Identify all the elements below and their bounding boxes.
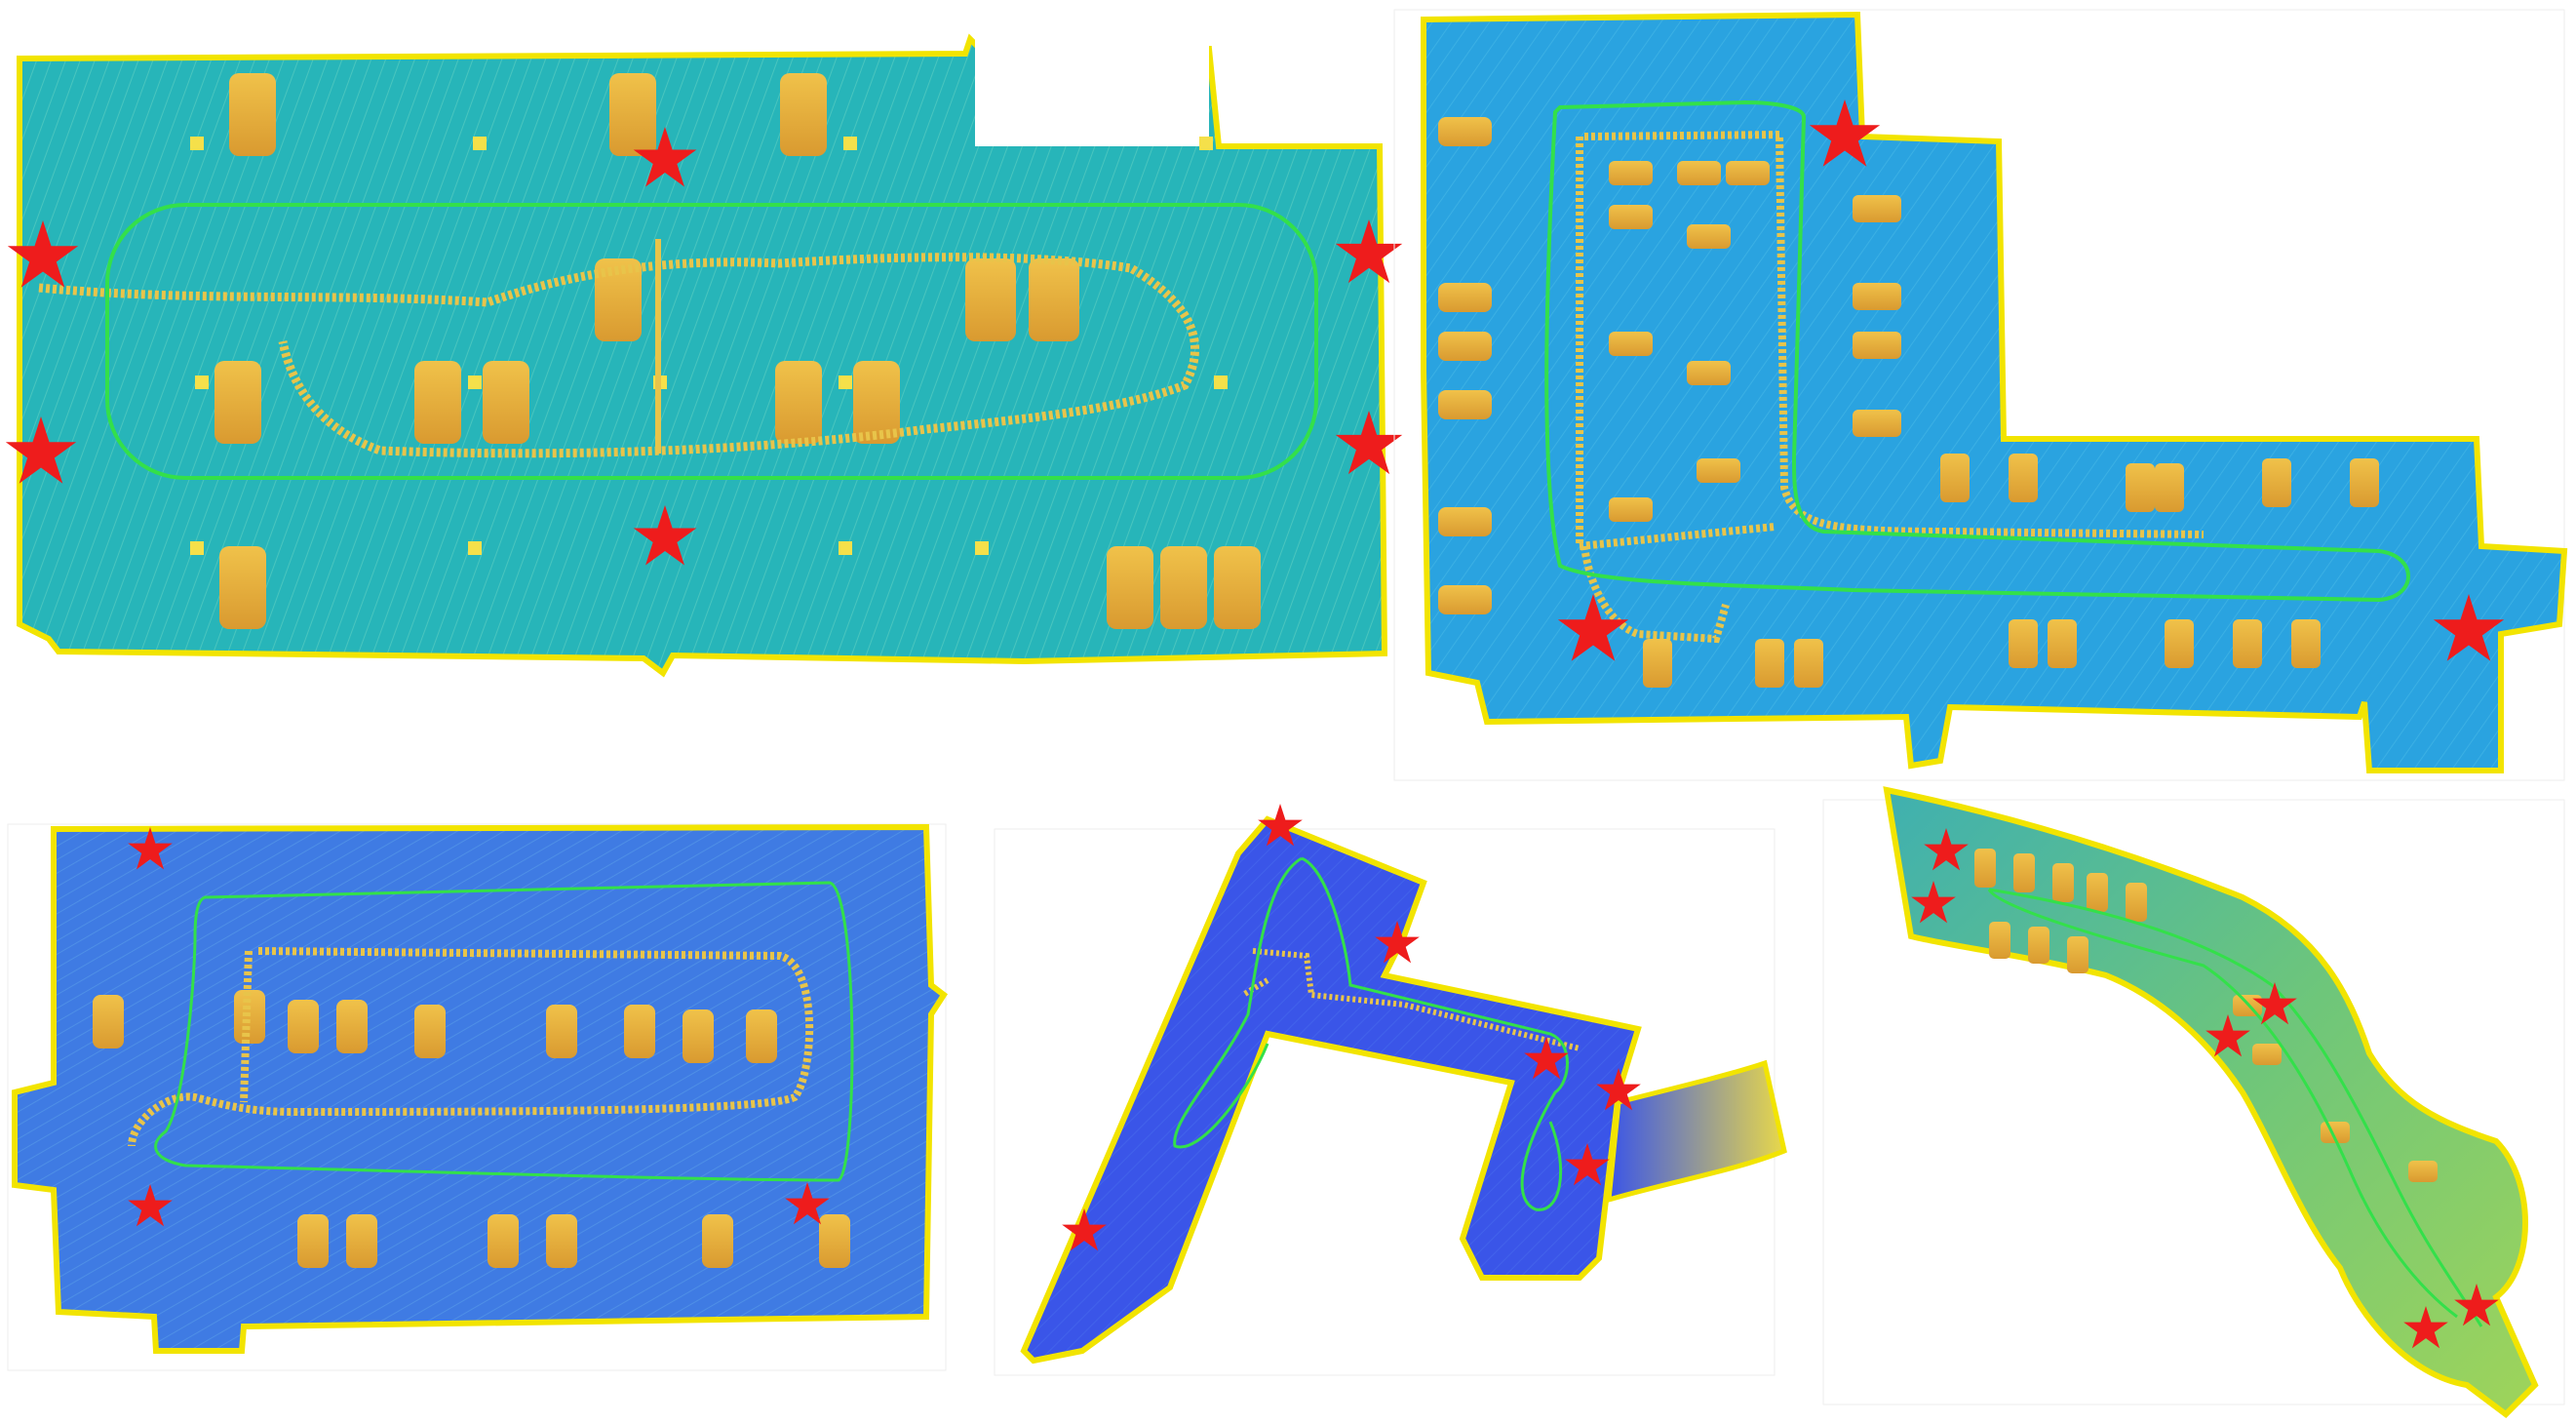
star-icon <box>2205 1014 2250 1057</box>
star-icon <box>5 416 77 484</box>
star-icon <box>1335 411 1403 475</box>
map-tail <box>1606 1059 1787 1204</box>
markers <box>1911 828 2499 1349</box>
star-icon <box>128 1184 173 1227</box>
trajectory-loop <box>154 881 854 1182</box>
star-icon <box>633 127 697 187</box>
star-icon <box>1596 1068 1641 1111</box>
map-panel-4 <box>994 804 1787 1376</box>
axes-frame <box>1822 799 2565 1405</box>
markers <box>5 127 1403 566</box>
markers <box>1062 804 1641 1251</box>
star-icon <box>1565 1143 1610 1186</box>
star-icon <box>785 1182 830 1225</box>
scan-trail <box>1576 130 2205 644</box>
star-icon <box>1335 219 1403 284</box>
parked-cars <box>93 990 850 1268</box>
star-icon <box>128 827 173 870</box>
star-icon <box>1062 1208 1107 1251</box>
star-icon <box>1911 881 1956 924</box>
trajectory-loop <box>1173 856 1569 1211</box>
star-icon <box>7 220 79 288</box>
map-void <box>975 39 1209 146</box>
scan-trail <box>1241 948 1581 1051</box>
map-panel-3 <box>7 823 949 1371</box>
parked-cars <box>1974 849 2438 1182</box>
markers <box>1557 99 2505 661</box>
parked-cars <box>1438 117 2379 688</box>
parked-cars <box>215 73 1261 629</box>
map-floor <box>1020 815 1642 1365</box>
trajectory-loop <box>1987 888 2483 1327</box>
map-panel-5 <box>1822 786 2565 1418</box>
axes-frame <box>7 823 947 1371</box>
star-icon <box>2433 594 2505 661</box>
map-panel-2 <box>1393 9 2568 781</box>
map-panel-1 <box>5 33 1403 678</box>
star-icon <box>633 505 697 566</box>
trajectory-loop <box>105 203 1318 480</box>
trajectory-loop <box>1544 99 2410 603</box>
star-icon <box>2252 982 2297 1025</box>
star-icon <box>2403 1306 2448 1349</box>
axes-frame <box>1393 9 2565 781</box>
star-icon <box>1375 921 1420 964</box>
markers <box>128 827 830 1227</box>
star-icon <box>1258 804 1303 847</box>
map-floor <box>1421 11 2568 773</box>
star-icon <box>1557 594 1629 661</box>
scan-trail <box>128 947 814 1147</box>
star-icon <box>1524 1037 1569 1080</box>
star-icon <box>2454 1284 2499 1326</box>
scan-trail <box>38 253 1199 458</box>
star-icon <box>1809 99 1881 167</box>
star-icon <box>1924 828 1969 871</box>
map-floor <box>12 823 949 1354</box>
